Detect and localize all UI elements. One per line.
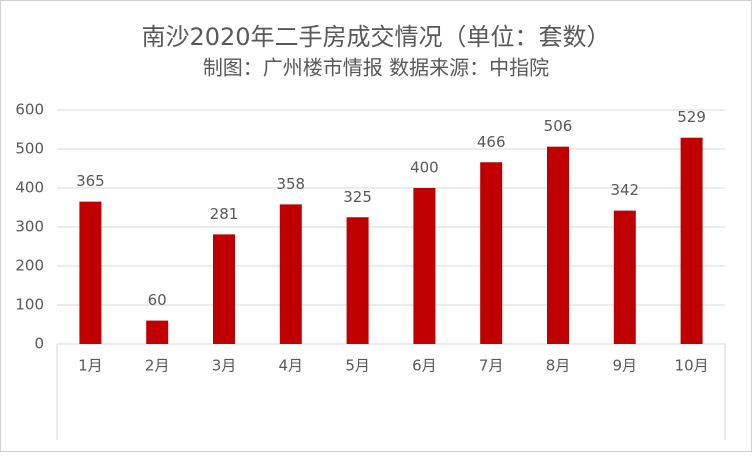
x-tick-label: 5月 [345, 357, 370, 375]
x-tick-label: 8月 [546, 357, 571, 375]
bar [79, 201, 102, 344]
x-tick-label: 10月 [675, 357, 709, 375]
x-tick-label: 2月 [145, 357, 170, 375]
data-label: 358 [276, 175, 305, 193]
bar [413, 188, 436, 344]
bar [480, 162, 503, 344]
bar [213, 234, 235, 344]
y-tick-label: 0 [34, 335, 44, 353]
data-label: 506 [544, 117, 573, 135]
data-label: 342 [610, 181, 639, 199]
bar [146, 320, 169, 344]
x-tick-label: 3月 [212, 357, 237, 375]
y-tick-label: 500 [15, 140, 44, 158]
y-tick-label: 100 [15, 296, 44, 314]
data-label: 325 [343, 188, 372, 206]
data-label: 281 [210, 205, 239, 223]
data-label: 400 [410, 159, 439, 177]
data-label: 365 [76, 172, 105, 190]
data-label: 466 [477, 133, 506, 151]
y-tick-label: 300 [15, 218, 44, 236]
x-tick-label: 6月 [412, 357, 437, 375]
x-tick-label: 7月 [479, 357, 504, 375]
x-tick-label: 9月 [613, 357, 638, 375]
bar [279, 204, 302, 344]
data-label: 529 [677, 108, 706, 126]
y-tick-label: 600 [15, 101, 44, 119]
bar [680, 137, 703, 344]
chart-subtitle: 制图：广州楼市情报 数据来源：中指院 [203, 56, 549, 80]
y-tick-label: 400 [15, 179, 44, 197]
x-tick-label: 1月 [78, 357, 103, 375]
bar [613, 210, 636, 344]
bar [547, 146, 569, 344]
x-tick-label: 4月 [279, 357, 304, 375]
chart-title: 南沙2020年二手房成交情况（单位：套数） [141, 23, 610, 51]
data-label: 60 [148, 291, 167, 309]
bar [346, 217, 369, 344]
y-tick-label: 200 [15, 257, 44, 275]
